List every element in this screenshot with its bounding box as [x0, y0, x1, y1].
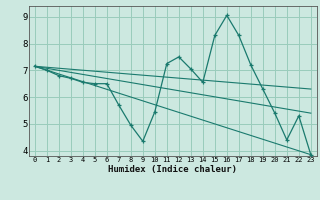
X-axis label: Humidex (Indice chaleur): Humidex (Indice chaleur)	[108, 165, 237, 174]
